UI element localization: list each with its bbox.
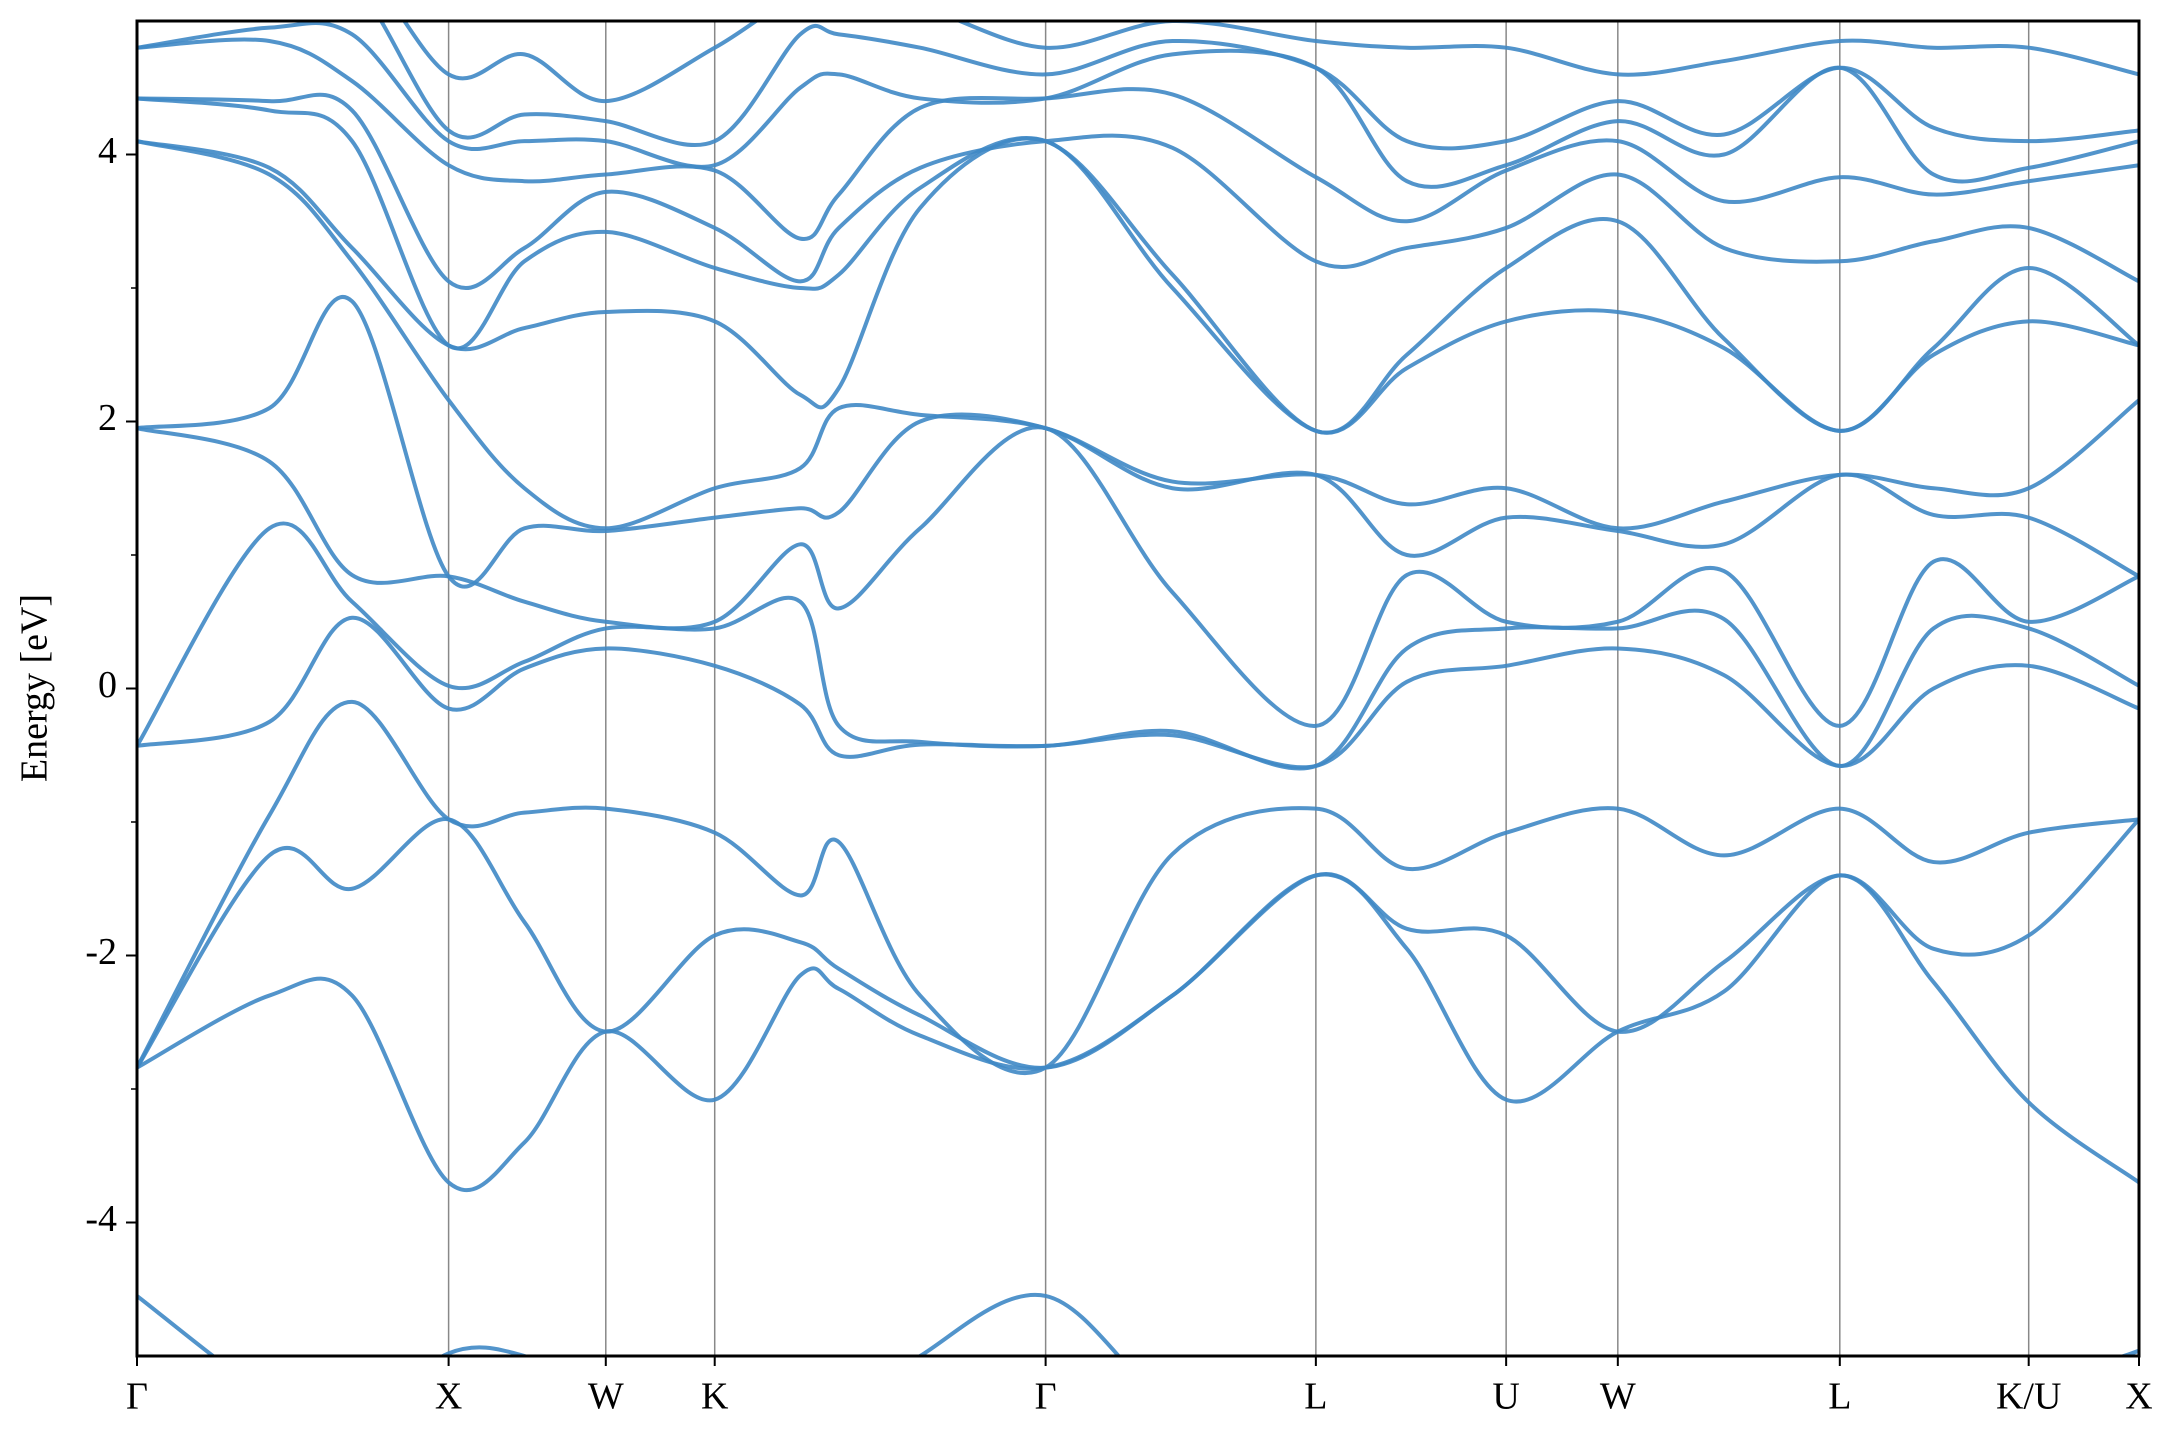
- band-line: [137, 37, 2139, 241]
- x-tick-label: Γ: [1035, 1376, 1057, 1418]
- x-tick-label: L: [1304, 1376, 1327, 1418]
- band-line: [137, 817, 2139, 1070]
- y-tick-label: 4: [98, 130, 117, 172]
- x-tick-label: K: [701, 1376, 729, 1418]
- x-tick-label: W: [1600, 1376, 1636, 1418]
- y-tick-label: -2: [85, 931, 117, 973]
- band-line: [137, 425, 2139, 728]
- band-line: [137, 699, 2139, 1076]
- x-tick-label: U: [1492, 1376, 1519, 1418]
- band-line: [137, 521, 2139, 771]
- x-tick-label: W: [588, 1376, 624, 1418]
- x-tick-label: Γ: [126, 1376, 148, 1418]
- x-tick-label: X: [2125, 1376, 2152, 1418]
- band-line: [137, 92, 2139, 290]
- x-tick-label: K/U: [1996, 1376, 2061, 1418]
- band-line: [137, 136, 2139, 435]
- y-tick-label: 0: [98, 664, 117, 706]
- bands: [137, 21, 2139, 1356]
- y-axis-label: Energy [eV]: [14, 594, 56, 782]
- x-tick-label: L: [1828, 1376, 1851, 1418]
- plot-frame: [135, 19, 2141, 1358]
- y-tick-label: -4: [85, 1198, 117, 1240]
- y-tick-label: 2: [98, 397, 117, 439]
- band-line: [401, 21, 2139, 104]
- band-line: [137, 96, 2139, 435]
- band-line: [137, 615, 2139, 770]
- band-line: [378, 21, 2139, 151]
- band-line: [137, 872, 2139, 1192]
- band-line: [137, 139, 2139, 531]
- band-line: [137, 1292, 2139, 1356]
- x-tick-label: X: [435, 1376, 462, 1418]
